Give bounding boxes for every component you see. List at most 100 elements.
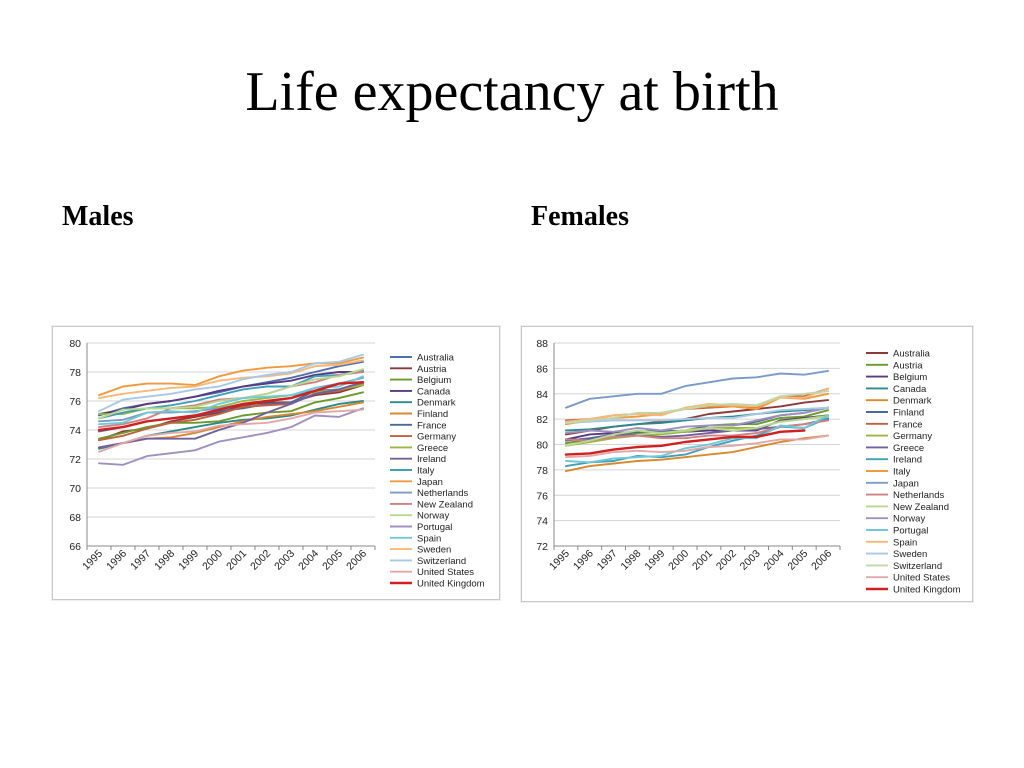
series-line-japan	[564, 369, 830, 409]
y-tick-label: 76	[69, 396, 81, 408]
legend-label: Italy	[893, 467, 911, 478]
series-line-united-kingdom	[564, 429, 806, 456]
legend-label: France	[417, 420, 447, 431]
x-tick-label: 1996	[104, 548, 129, 573]
x-tick-label: 1998	[619, 548, 644, 573]
y-tick-label: 80	[69, 338, 81, 350]
series-line-sweden	[98, 359, 364, 400]
series-line-portugal	[564, 414, 830, 464]
x-tick-label: 2004	[296, 548, 321, 573]
legend-label: Portugal	[893, 526, 928, 537]
y-tick-label: 76	[536, 490, 548, 502]
x-tick-label: 1995	[547, 548, 572, 573]
legend-label: Netherlands	[893, 490, 944, 501]
legend-label: Australia	[417, 353, 455, 364]
females-chart-svg: 7274767880828486881995199619971998199920…	[536, 338, 961, 596]
series-line-new-zealand	[564, 415, 830, 447]
legend-label: France	[893, 419, 923, 430]
y-tick-label: 66	[69, 541, 81, 553]
series-line-portugal	[98, 407, 364, 466]
legend-label: Finland	[893, 408, 924, 419]
x-tick-label: 1997	[595, 548, 620, 573]
series-line-spain	[564, 387, 830, 423]
males-chart-svg: 66 68 70 72 74 76 78 80 199519961997199819992000…	[69, 338, 485, 590]
legend-label: Australia	[893, 349, 931, 360]
y-tick-label: 72	[69, 454, 81, 466]
legend-label: Ireland	[893, 455, 922, 466]
x-tick-label: 2002	[714, 548, 739, 573]
legend-label: Norway	[893, 514, 925, 525]
slide-title: Life expectancy at birth	[245, 61, 779, 123]
legend-label: Spain	[893, 537, 917, 548]
legend-label: Netherlands	[417, 488, 468, 499]
legend-label: Belgium	[417, 375, 451, 386]
series-line-united-kingdom	[97, 381, 365, 432]
legend-label: Portugal	[417, 522, 452, 533]
legend-label: Finland	[417, 409, 448, 420]
series-line-norway	[98, 368, 364, 420]
x-tick-label: 2003	[738, 548, 763, 573]
series-line-ireland	[98, 381, 364, 449]
series-line-norway	[564, 406, 830, 435]
legend-label: Switzerland	[893, 561, 942, 572]
legend-label: Greece	[893, 443, 924, 454]
y-tick-label: 78	[69, 367, 81, 379]
legend-label: United Kingdom	[893, 585, 961, 596]
y-tick-label: 74	[69, 425, 81, 437]
x-tick-label: 1997	[128, 548, 153, 573]
x-tick-label: 2003	[272, 548, 297, 573]
legend-label: Germany	[417, 432, 456, 443]
legend-label: Denmark	[893, 396, 932, 407]
legend-label: United Kingdom	[417, 579, 485, 590]
series-line-belgium	[564, 414, 830, 441]
series-line-switzerland	[98, 353, 364, 413]
legend-label: Canada	[417, 386, 451, 397]
y-tick-label: 84	[536, 389, 548, 401]
x-tick-label: 2001	[224, 548, 249, 573]
x-tick-label: 2006	[344, 548, 369, 573]
legend-label: Greece	[417, 443, 448, 454]
legend-label: United States	[893, 573, 950, 584]
x-tick-label: 2005	[785, 548, 810, 573]
legend-label: Spain	[417, 533, 441, 544]
legend-label: New Zealand	[417, 499, 473, 510]
x-tick-label: 2002	[248, 548, 273, 573]
series-line-denmark	[564, 434, 830, 473]
y-tick-label: 68	[69, 512, 81, 524]
legend-label: Sweden	[417, 545, 451, 556]
males-heading: Males	[62, 201, 134, 232]
legend-label: Belgium	[893, 372, 927, 383]
legend-label: Japan	[893, 478, 919, 489]
x-tick-label: 2000	[666, 548, 691, 573]
y-tick-label: 86	[536, 363, 548, 375]
y-tick-label: 88	[536, 338, 548, 350]
legend-label: Norway	[417, 511, 449, 522]
series-line-canada	[98, 371, 364, 416]
legend-label: Italy	[417, 466, 435, 477]
legend-label: Canada	[893, 384, 927, 395]
legend-label: United States	[417, 567, 474, 578]
y-tick-label: 80	[536, 440, 548, 452]
x-tick-label: 1998	[152, 548, 177, 573]
legend-label: Austria	[417, 364, 447, 375]
series-line-sweden	[564, 406, 830, 424]
females-heading: Females	[531, 201, 629, 232]
x-tick-label: 1996	[571, 548, 596, 573]
legend-label: Ireland	[417, 454, 446, 465]
y-tick-label: 70	[69, 483, 81, 495]
legend-label: Switzerland	[417, 556, 466, 567]
x-tick-label: 2005	[320, 548, 345, 573]
legend-label: Sweden	[893, 549, 927, 560]
y-tick-label: 72	[536, 541, 548, 553]
legend-label: Austria	[893, 360, 923, 371]
x-tick-label: 1999	[642, 548, 667, 573]
series-line-united-states	[98, 408, 364, 453]
series-line-belgium	[98, 391, 364, 440]
females-chart: 72 74 76 78 80 82 84 86 88 1995 1996 1997 1998 1999 20…	[521, 326, 973, 602]
x-tick-label: 2004	[762, 548, 787, 573]
legend-label: New Zealand	[893, 502, 949, 513]
x-tick-label: 1999	[176, 548, 201, 573]
x-tick-label: 2001	[690, 548, 715, 573]
legend-label: Denmark	[417, 398, 456, 409]
y-tick-label: 82	[536, 414, 548, 426]
